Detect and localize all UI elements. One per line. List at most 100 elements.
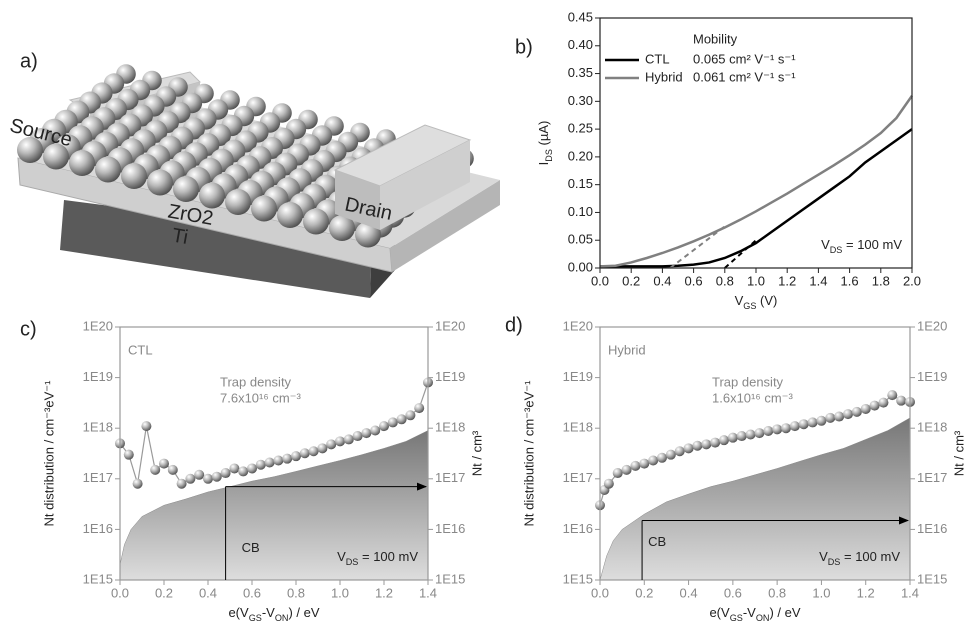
data-point <box>719 435 729 445</box>
data-point <box>861 404 871 414</box>
y-axis-label: Nt distribution / cm⁻³eV⁻¹ <box>41 380 56 527</box>
x-axis-label-part: V <box>735 293 744 308</box>
x-axis-label: e(VGS-VON) / eV <box>228 605 319 623</box>
data-point <box>701 439 711 449</box>
trap-value: 1.6x10¹⁶ cm⁻³ <box>712 390 794 405</box>
data-point <box>816 416 826 426</box>
data-point <box>728 433 738 443</box>
x-axis-label-part: ON <box>756 613 770 623</box>
conditions-note-part: DS <box>828 557 841 567</box>
y2-axis-label: Nt / cm³ <box>951 430 966 476</box>
x-tick-label: 2.0 <box>903 273 921 288</box>
conditions-note-part: = 100 mV <box>840 549 900 564</box>
cb-label: CB <box>648 534 666 549</box>
trap-value: 7.6x10¹⁶ cm⁻³ <box>220 390 302 405</box>
legend-mobility: 0.065 cm² V⁻¹ s⁻¹ <box>693 51 796 66</box>
x-axis-label-part: (V) <box>756 293 777 308</box>
data-point <box>870 401 880 411</box>
data-point <box>185 474 195 484</box>
data-point <box>353 431 363 441</box>
conditions-note-part: = 100 mV <box>842 237 902 252</box>
data-point <box>790 421 800 431</box>
data-point <box>604 479 614 489</box>
x-tick-label: 0.4 <box>653 273 671 288</box>
x-tick-label: 1.6 <box>841 273 859 288</box>
nanoparticle <box>121 163 147 189</box>
x-tick-label: 0.2 <box>622 273 640 288</box>
sample-label: CTL <box>128 342 153 357</box>
y2-tick-label: 1E16 <box>917 521 947 536</box>
data-point <box>852 407 862 417</box>
data-point <box>692 441 702 451</box>
nanoparticle <box>199 183 225 209</box>
y2-tick-label: 1E18 <box>917 420 947 435</box>
y-axis-label: IDS (µA) <box>536 121 554 166</box>
data-point <box>639 459 649 469</box>
conditions-note-part: = 100 mV <box>358 549 418 564</box>
x-tick-label: 1.2 <box>375 585 393 600</box>
trap-title: Trap density <box>712 374 784 389</box>
data-point <box>133 479 143 489</box>
data-point <box>648 455 658 465</box>
data-point <box>221 468 231 478</box>
x-tick-label: 1.2 <box>857 585 875 600</box>
y-tick-label: 1E18 <box>83 420 113 435</box>
data-point <box>613 468 623 478</box>
data-point <box>772 424 782 434</box>
x-tick-label: 0.0 <box>591 585 609 600</box>
x-tick-label: 0.2 <box>155 585 173 600</box>
y2-tick-label: 1E20 <box>917 318 947 333</box>
y-axis-label-part: (µA) <box>536 121 551 149</box>
x-tick-label: 1.0 <box>812 585 830 600</box>
data-point <box>229 463 239 473</box>
data-point <box>361 428 371 438</box>
data-point <box>388 417 398 427</box>
x-tick-label: 0.8 <box>716 273 734 288</box>
data-point <box>887 390 897 400</box>
y-tick-label: 1E19 <box>563 369 593 384</box>
data-point <box>300 448 310 458</box>
nanoparticle <box>95 157 121 183</box>
y-tick-label: 0.45 <box>568 9 593 24</box>
data-point <box>212 472 222 482</box>
y-tick-label: 0.00 <box>568 259 593 274</box>
data-point <box>710 438 720 448</box>
y-tick-label: 1E20 <box>83 318 113 333</box>
x-axis-label-part: GS <box>730 613 743 623</box>
data-point <box>309 446 319 456</box>
x-tick-label: 0.0 <box>591 273 609 288</box>
data-point <box>397 414 407 424</box>
data-point <box>405 410 415 420</box>
data-point <box>896 396 906 406</box>
panel-label: a) <box>20 50 38 72</box>
data-point <box>150 465 160 475</box>
x-axis-label-part: e(V <box>228 605 249 620</box>
data-point <box>168 465 178 475</box>
x-axis-label-part: -V <box>743 605 756 620</box>
data-point <box>414 403 424 413</box>
y-tick-label: 0.05 <box>568 232 593 247</box>
y2-axis-label: Nt / cm³ <box>469 430 484 476</box>
conditions-note-part: DS <box>830 245 843 255</box>
data-point <box>763 426 773 436</box>
y-tick-label: 0.35 <box>568 65 593 80</box>
legend-label: CTL <box>645 51 670 66</box>
data-point <box>666 450 676 460</box>
data-point <box>630 461 640 471</box>
y2-tick-label: 1E17 <box>435 470 465 485</box>
data-point <box>737 431 747 441</box>
data-point <box>754 428 764 438</box>
nanoparticle <box>173 176 199 202</box>
trap-title: Trap density <box>220 374 292 389</box>
data-point <box>878 398 888 408</box>
data-point <box>273 455 283 465</box>
data-point <box>256 460 266 470</box>
x-tick-label: 1.0 <box>747 273 765 288</box>
y-axis-label: Nt distribution / cm⁻³eV⁻¹ <box>521 380 536 527</box>
x-axis-label-part: e(V <box>709 605 730 620</box>
data-point <box>247 463 257 473</box>
y-tick-label: 1E15 <box>563 571 593 586</box>
x-tick-label: 0.6 <box>243 585 261 600</box>
x-tick-label: 1.0 <box>331 585 349 600</box>
x-tick-label: 0.6 <box>685 273 703 288</box>
